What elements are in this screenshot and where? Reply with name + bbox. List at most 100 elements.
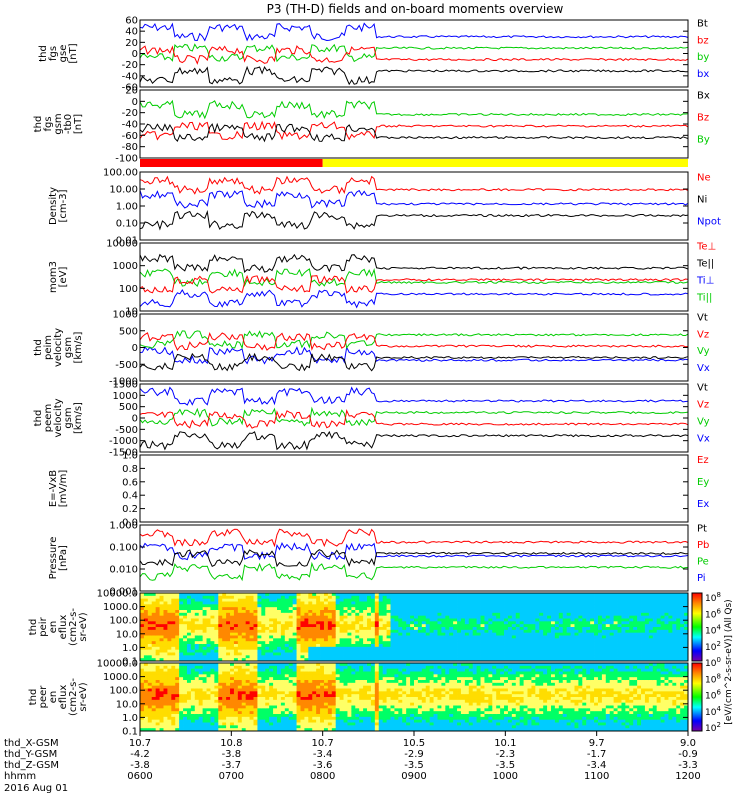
spectrogram-cell <box>586 627 590 630</box>
spectrogram-cell <box>171 621 175 624</box>
spectrogram-cell <box>218 641 222 644</box>
spectrogram-cell <box>567 619 571 622</box>
spectrogram-cell <box>504 610 508 613</box>
spectrogram-cell <box>387 596 391 599</box>
spectrogram-cell <box>598 624 602 627</box>
spectrogram-cell <box>171 613 175 616</box>
spectrogram-cell <box>430 610 434 613</box>
spectrogram-cell <box>547 655 551 658</box>
spectrogram-cell <box>563 647 567 650</box>
spectrogram-cell <box>218 624 222 627</box>
spectrogram-cell <box>285 641 289 644</box>
spectrogram-cell <box>614 650 618 653</box>
spectrogram-cell <box>531 621 535 624</box>
spectrogram-cell <box>641 633 645 636</box>
spectrogram-cell <box>465 604 469 607</box>
spectrogram-cell <box>351 596 355 599</box>
spectrogram-cell <box>246 602 250 605</box>
spectrogram-cell <box>203 694 207 697</box>
spectrogram-cell <box>410 653 414 656</box>
spectrogram-cell <box>199 694 203 697</box>
spectrogram-cell <box>304 689 308 692</box>
spectrogram-cell <box>285 607 289 610</box>
spectrogram-cell <box>606 633 610 636</box>
spectrogram-cell <box>391 641 395 644</box>
spectrogram-cell <box>606 607 610 610</box>
spectrogram-cell <box>265 674 269 677</box>
spectrogram-cell <box>351 677 355 680</box>
spectrogram-cell <box>214 619 218 622</box>
spectrogram-cell <box>653 599 657 602</box>
spectrogram-cell <box>234 653 238 656</box>
spectrogram-cell <box>226 680 230 683</box>
spectrogram-cell <box>336 650 340 653</box>
spectrogram-cell <box>367 641 371 644</box>
spectrogram-cell <box>218 613 222 616</box>
spectrogram-cell <box>218 672 222 675</box>
spectrogram-cell <box>657 621 661 624</box>
spectrogram-cell <box>328 669 332 672</box>
spectrogram-cell <box>281 694 285 697</box>
spectrogram-cell <box>610 599 614 602</box>
spectrogram-cell <box>469 650 473 653</box>
spectrogram-cell <box>254 650 258 653</box>
spectrogram-cell <box>144 641 148 644</box>
spectrogram-cell <box>324 711 328 714</box>
spectrogram-cell <box>230 703 234 706</box>
spectrogram-cell <box>383 599 387 602</box>
spectrogram-cell <box>297 641 301 644</box>
spectrogram-cell <box>199 607 203 610</box>
spectrogram-cell <box>344 711 348 714</box>
spectrogram-cell <box>441 624 445 627</box>
spectrogram-cell <box>344 630 348 633</box>
spectrogram-cell <box>250 697 254 700</box>
spectrogram-cell <box>183 633 187 636</box>
spectrogram-cell <box>207 669 211 672</box>
spectrogram-cell <box>246 677 250 680</box>
spectrogram-cell <box>148 650 152 653</box>
spectrogram-cell <box>214 602 218 605</box>
spectrogram-cell <box>637 602 641 605</box>
spectrogram-cell <box>300 619 304 622</box>
spectrogram-cell <box>285 697 289 700</box>
spectrogram-cell <box>222 653 226 656</box>
spectrogram-cell <box>535 621 539 624</box>
spectrogram-cell <box>273 596 277 599</box>
spectrogram-cell <box>269 666 273 669</box>
spectrogram-cell <box>187 619 191 622</box>
spectrogram-cell <box>676 607 680 610</box>
spectrogram-cell <box>559 604 563 607</box>
spectrogram-cell <box>344 604 348 607</box>
spectrogram-cell <box>238 647 242 650</box>
spectrogram-cell <box>547 624 551 627</box>
spectrogram-cell <box>641 604 645 607</box>
spectrogram-cell <box>289 650 293 653</box>
spectrogram-cell <box>492 641 496 644</box>
spectrogram-cell <box>398 604 402 607</box>
spectrogram-cell <box>371 607 375 610</box>
spectrogram-cell <box>645 644 649 647</box>
spectrogram-cell <box>426 604 430 607</box>
spectrogram-cell <box>222 717 226 720</box>
spectrogram-cell <box>167 725 171 728</box>
spectrogram-cell <box>347 627 351 630</box>
spectrogram-cell <box>324 689 328 692</box>
spectrogram-cell <box>539 644 543 647</box>
spectrogram-cell <box>316 610 320 613</box>
spectrogram-cell <box>160 610 164 613</box>
spectrogram-cell <box>473 613 477 616</box>
legend-item: Vt <box>697 313 708 324</box>
spectrogram-cell <box>304 619 308 622</box>
y-axis-label: thdpeemvelocitygsm[km/s] <box>33 398 84 437</box>
spectrogram-cell <box>582 647 586 650</box>
spectrogram-cell <box>661 602 665 605</box>
spectrogram-cell <box>167 703 171 706</box>
spectrogram-cell <box>571 653 575 656</box>
spectrogram-cell <box>218 697 222 700</box>
spectrogram-cell <box>183 647 187 650</box>
spectrogram-cell <box>175 706 179 709</box>
spectrogram-cell <box>500 599 504 602</box>
spectrogram-cell <box>257 680 261 683</box>
spectrogram-cell <box>524 627 528 630</box>
spectrogram-cell <box>520 613 524 616</box>
